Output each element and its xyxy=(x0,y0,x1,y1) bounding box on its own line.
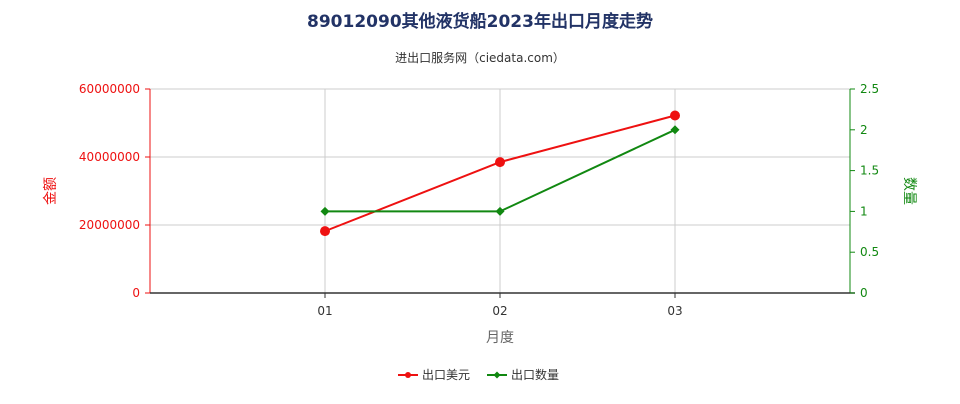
legend-marker-export-usd xyxy=(405,372,411,378)
chart-title: 89012090其他液货船2023年出口月度走势 xyxy=(307,11,653,32)
y-right-tick-label: 1 xyxy=(860,204,868,218)
legend-item-export-quantity[interactable]: 出口数量 xyxy=(487,367,559,382)
legend-label-export-quantity: 出口数量 xyxy=(511,367,559,382)
y-right-tick-label: 2.5 xyxy=(860,82,879,96)
data-point-export-quantity[interactable] xyxy=(670,125,680,135)
series xyxy=(320,110,680,237)
data-point-export-quantity[interactable] xyxy=(320,206,330,216)
legend: 出口美元 出口数量 xyxy=(398,367,559,382)
data-point-export-usd[interactable] xyxy=(670,110,680,121)
x-tick-label: 02 xyxy=(492,304,507,318)
y-axis-right-title: 数量 xyxy=(901,177,917,205)
legend-marker-export-quantity xyxy=(493,371,501,379)
y-right-tick-label: 0.5 xyxy=(860,245,879,259)
x-tick-label: 01 xyxy=(317,304,332,318)
legend-label-export-usd: 出口美元 xyxy=(422,368,470,382)
y-left-tick-label: 0 xyxy=(132,286,140,300)
y-right-tick-label: 0 xyxy=(860,286,868,300)
grid xyxy=(150,88,851,293)
axes: 0 20000000 40000000 60000000 01 02 03 0 0.5 1 1.5 2… xyxy=(79,82,879,318)
y-right-tick-label: 2 xyxy=(860,123,868,137)
data-point-export-usd[interactable] xyxy=(320,226,330,237)
data-point-export-usd[interactable] xyxy=(495,157,505,168)
y-left-tick-label: 40000000 xyxy=(79,150,140,164)
data-point-export-quantity[interactable] xyxy=(495,206,505,216)
y-left-tick-label: 20000000 xyxy=(79,218,140,232)
y-axis-left-title: 金额 xyxy=(43,177,59,205)
y-left-tick-label: 60000000 xyxy=(79,82,140,96)
chart-subtitle: 进出口服务网（ciedata.com） xyxy=(395,50,565,65)
x-axis-title: 月度 xyxy=(486,330,514,346)
y-right-tick-label: 1.5 xyxy=(860,164,879,178)
legend-item-export-usd[interactable]: 出口美元 xyxy=(398,368,470,382)
x-tick-label: 03 xyxy=(667,304,682,318)
